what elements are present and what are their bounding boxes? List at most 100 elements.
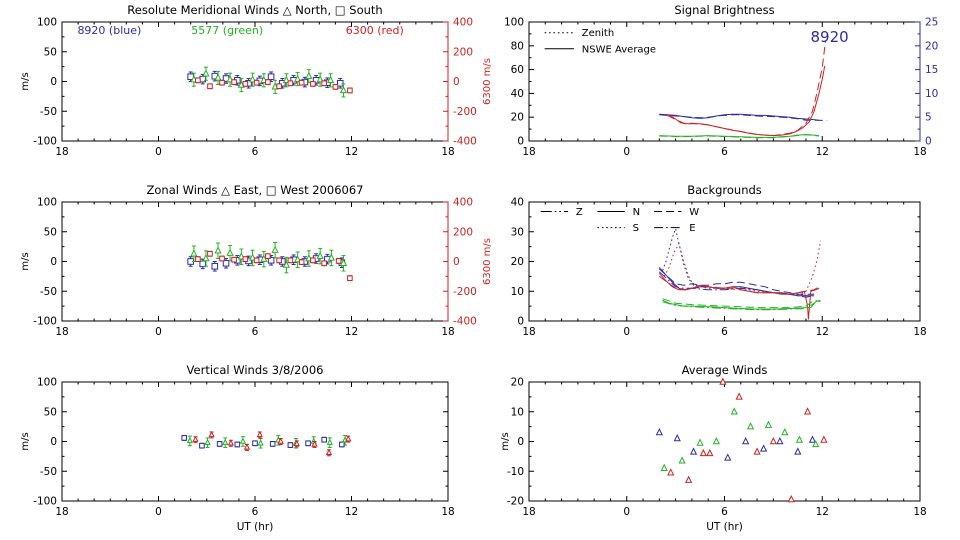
- panel-vertical-winds: 18 0 6 12 18 -100 -50 0 50 100 Vertical Winds 3/8/…: [0, 360, 500, 540]
- svg-text:Resolute Meridional Winds △ No: Resolute Meridional Winds △ North, □ Sou…: [127, 3, 382, 17]
- svg-text:S: S: [633, 223, 639, 234]
- svg-text:6300 m/s: 6300 m/s: [482, 238, 493, 285]
- svg-text:-100: -100: [33, 136, 57, 148]
- svg-text:18: 18: [55, 146, 68, 158]
- svg-text:10: 10: [511, 286, 524, 298]
- svg-text:m/s: m/s: [20, 72, 31, 90]
- svg-text:8920 (blue): 8920 (blue): [77, 24, 141, 37]
- svg-text:Zonal Winds △ East, □ West 200: Zonal Winds △ East, □ West 2006067: [147, 183, 364, 197]
- svg-text:20: 20: [511, 256, 524, 268]
- svg-text:18: 18: [522, 146, 535, 158]
- meridional-winds-chart: 18 0 6 12 18-100-50050100-400-20002004006300…: [20, 3, 493, 158]
- panel-meridional-winds: 18 0 6 12 18 -100 -50 0 50 100 -400 -200 0 200 400 6300…: [0, 0, 500, 180]
- svg-text:-200: -200: [453, 286, 477, 298]
- svg-text:18: 18: [913, 326, 926, 338]
- svg-text:18: 18: [55, 506, 68, 518]
- svg-text:18: 18: [441, 146, 454, 158]
- svg-text:200: 200: [453, 46, 473, 58]
- svg-text:m/s: m/s: [20, 432, 31, 450]
- svg-text:0: 0: [925, 136, 932, 148]
- svg-text:Vertical Winds 3/8/2006: Vertical Winds 3/8/2006: [187, 363, 324, 377]
- svg-text:10: 10: [925, 88, 938, 100]
- svg-text:50: 50: [44, 406, 57, 418]
- svg-text:0: 0: [623, 506, 630, 518]
- svg-text:Backgrounds: Backgrounds: [687, 183, 762, 197]
- svg-text:100: 100: [37, 17, 57, 29]
- svg-text:0: 0: [517, 316, 524, 328]
- svg-text:6300 m/s: 6300 m/s: [482, 58, 493, 105]
- svg-text:0: 0: [453, 256, 460, 268]
- svg-text:-50: -50: [40, 106, 57, 118]
- svg-text:Signal Brightness: Signal Brightness: [674, 3, 774, 17]
- svg-text:12: 12: [345, 506, 358, 518]
- svg-text:-10: -10: [507, 466, 524, 478]
- svg-text:0: 0: [623, 146, 630, 158]
- svg-text:-50: -50: [40, 466, 57, 478]
- svg-text:15: 15: [925, 64, 938, 76]
- svg-text:0: 0: [623, 326, 630, 338]
- svg-text:80: 80: [511, 40, 524, 52]
- svg-text:N: N: [633, 207, 640, 218]
- svg-text:400: 400: [453, 197, 473, 209]
- svg-text:6: 6: [252, 146, 259, 158]
- svg-text:20: 20: [925, 40, 938, 52]
- svg-text:12: 12: [345, 146, 358, 158]
- svg-text:12: 12: [816, 146, 829, 158]
- svg-text:Z: Z: [576, 207, 583, 218]
- svg-text:m/s: m/s: [20, 252, 31, 270]
- svg-text:18: 18: [522, 326, 535, 338]
- svg-text:40: 40: [511, 88, 524, 100]
- svg-text:5577 (green): 5577 (green): [191, 24, 263, 37]
- svg-text:6: 6: [252, 326, 259, 338]
- svg-text:-400: -400: [453, 316, 477, 328]
- svg-text:Average Winds: Average Winds: [682, 363, 768, 377]
- svg-text:12: 12: [345, 326, 358, 338]
- svg-text:0: 0: [155, 506, 162, 518]
- svg-text:40: 40: [511, 197, 524, 209]
- svg-text:12: 12: [816, 506, 829, 518]
- svg-text:0: 0: [50, 76, 57, 88]
- svg-text:8920: 8920: [811, 28, 849, 46]
- svg-text:200: 200: [453, 226, 473, 238]
- svg-text:60: 60: [511, 64, 524, 76]
- svg-text:E: E: [689, 223, 695, 234]
- svg-text:10: 10: [511, 406, 524, 418]
- svg-text:18: 18: [441, 326, 454, 338]
- svg-text:18: 18: [522, 506, 535, 518]
- panel-backgrounds: 18 0 6 12 18 0 10 20 30 40 Z N W S E Backgrounds: [500, 180, 960, 360]
- svg-text:20: 20: [511, 377, 524, 389]
- svg-text:25: 25: [925, 17, 938, 29]
- svg-text:0: 0: [50, 436, 57, 448]
- svg-text:Zenith: Zenith: [582, 28, 614, 39]
- svg-text:30: 30: [511, 226, 524, 238]
- svg-text:-100: -100: [33, 316, 57, 328]
- svg-text:400: 400: [453, 17, 473, 29]
- svg-text:100: 100: [37, 377, 57, 389]
- svg-text:18: 18: [913, 146, 926, 158]
- panel-zonal-winds: 18 0 6 12 18 -100 -50 0 50 100 -400 -200 0 200 400 6300…: [0, 180, 500, 360]
- svg-text:6: 6: [252, 506, 259, 518]
- svg-text:20: 20: [511, 112, 524, 124]
- svg-text:W: W: [689, 207, 699, 218]
- svg-text:0: 0: [50, 256, 57, 268]
- panel-average-winds: 18 0 6 12 18 -20 -10 0 10 20 Average Winds m/s UT (h…: [500, 360, 960, 540]
- svg-text:m/s: m/s: [500, 432, 511, 450]
- svg-text:NSWE Average: NSWE Average: [582, 44, 656, 55]
- svg-text:18: 18: [913, 506, 926, 518]
- svg-text:100: 100: [37, 197, 57, 209]
- svg-text:5: 5: [925, 112, 932, 124]
- svg-text:-50: -50: [40, 286, 57, 298]
- svg-text:-100: -100: [33, 496, 57, 508]
- svg-text:6300 (red): 6300 (red): [346, 24, 404, 37]
- svg-text:50: 50: [44, 226, 57, 238]
- svg-text:6: 6: [721, 326, 728, 338]
- svg-text:100: 100: [504, 17, 524, 29]
- svg-text:50: 50: [44, 46, 57, 58]
- svg-text:UT (hr): UT (hr): [706, 521, 743, 533]
- zonal-winds-chart: 18 0 6 12 18-100-50050100-400-20002004006300…: [20, 183, 493, 338]
- svg-text:0: 0: [155, 146, 162, 158]
- svg-text:12: 12: [816, 326, 829, 338]
